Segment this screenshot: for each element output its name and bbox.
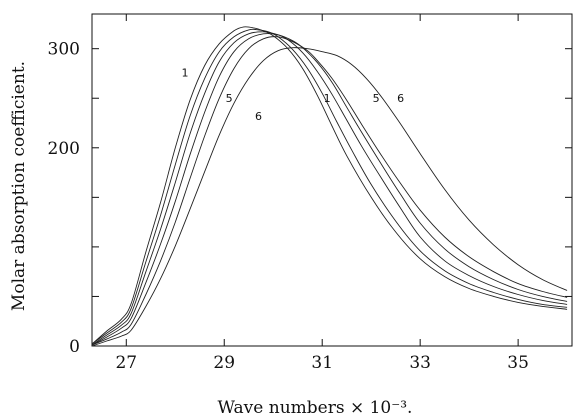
y-tick-label: 200 <box>48 139 80 159</box>
x-tick-label: 27 <box>115 353 137 373</box>
x-tick-label: 29 <box>213 353 235 373</box>
x-tick-labels: 27 29 31 33 35 <box>115 353 528 373</box>
y-tick-label: 0 <box>69 337 80 357</box>
y-tick-label: 300 <box>48 40 80 60</box>
plot-frame <box>91 13 573 347</box>
curve-label: 1 <box>324 92 331 105</box>
curve-label: 6 <box>397 92 404 105</box>
axis-ticks <box>92 14 572 347</box>
series-line-c6 <box>91 47 568 347</box>
x-tick-label: 31 <box>311 353 333 373</box>
curves <box>91 26 568 347</box>
x-tick-label: 33 <box>409 353 431 373</box>
y-tick-labels: 0 200 300 <box>48 40 80 357</box>
curve-labels: 1 5 6 1 5 6 <box>182 66 405 123</box>
x-tick-label: 35 <box>507 353 529 373</box>
y-axis-label: Molar absorption coefficient. <box>9 61 29 311</box>
series-line-c4 <box>91 33 568 346</box>
curve-label: 5 <box>226 92 233 105</box>
series-line-c5 <box>91 36 568 346</box>
curve-label: 6 <box>255 110 262 123</box>
curve-label: 5 <box>373 92 380 105</box>
curve-label: 1 <box>182 66 189 79</box>
x-axis-label: Wave numbers × 10⁻³. <box>218 398 413 418</box>
series-line-c1 <box>91 26 568 345</box>
